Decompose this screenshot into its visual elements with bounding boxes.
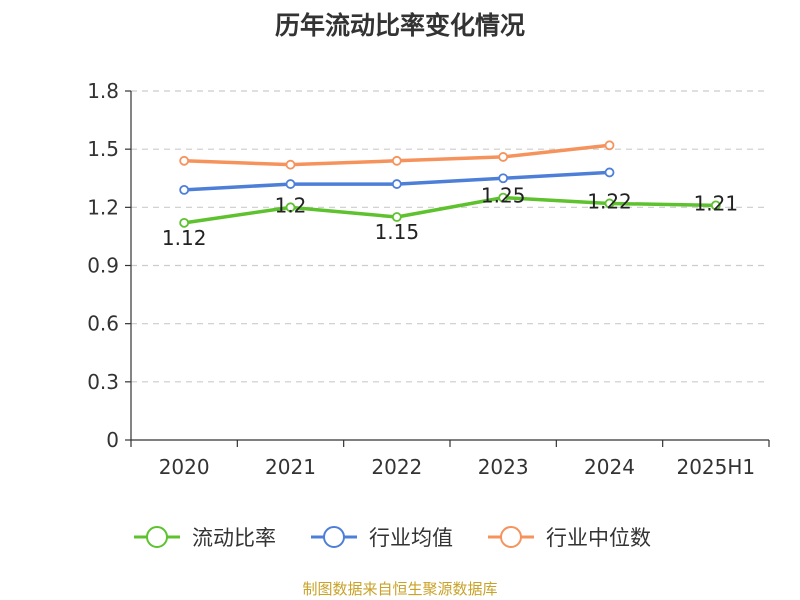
data-point [391, 155, 402, 166]
data-point [710, 200, 721, 211]
y-tick-label: 1.2 [87, 195, 119, 219]
x-tick-label: 2021 [265, 455, 316, 479]
data-label: 1.21 [694, 191, 739, 215]
data-point [285, 159, 296, 170]
y-tick-label: 1.8 [87, 79, 119, 103]
legend: 流动比率 行业均值 行业中位数 [134, 526, 651, 550]
data-label: 1.15 [375, 220, 420, 244]
source-note: 制图数据来自恒生聚源数据库 [302, 580, 498, 598]
data-point [498, 152, 509, 162]
data-point [179, 217, 190, 228]
x-tick-label: 2025H1 [676, 455, 755, 479]
legend-item: 行业均值 [311, 526, 453, 550]
data-labels: 1.12 1.2 1.15 1.25 1.22 1.21 [162, 184, 738, 250]
data-point [498, 192, 509, 203]
chart-title: 历年流动比率变化情况 [274, 11, 525, 40]
data-label: 1.2 [275, 193, 307, 217]
y-tick-label: 0.3 [87, 370, 119, 394]
x-tick-label: 2022 [371, 455, 422, 479]
data-point [604, 167, 615, 178]
data-point [285, 202, 296, 213]
legend-label: 行业中位数 [546, 526, 651, 550]
data-point [391, 212, 402, 222]
data-label: 1.22 [587, 189, 632, 213]
data-label: 1.25 [481, 184, 526, 208]
legend-marker-icon [323, 526, 345, 548]
x-tick-label: 2023 [478, 455, 529, 479]
series-line [182, 195, 718, 225]
legend-label: 行业均值 [369, 526, 453, 550]
x-tick-label: 2024 [584, 455, 635, 479]
legend-marker-icon [500, 526, 522, 548]
legend-item: 行业中位数 [488, 526, 651, 550]
legend-label: 流动比率 [192, 526, 276, 550]
y-tick-label: 0.9 [87, 254, 119, 278]
data-point [285, 179, 296, 189]
y-tick-label: 1.5 [87, 137, 119, 161]
data-point [604, 198, 615, 209]
data-point [179, 155, 190, 166]
series-lines [179, 140, 721, 228]
data-label: 1.12 [162, 226, 207, 250]
data-point [604, 140, 615, 151]
axes: 0 0.3 0.6 0.9 1.2 1.5 1.8 2020 2021 2022 2023 2024 2… [87, 79, 770, 479]
data-point [391, 179, 402, 189]
y-tick-label: 0.6 [87, 312, 119, 336]
data-point [498, 173, 509, 184]
data-point [179, 184, 190, 195]
legend-marker-icon [146, 526, 168, 548]
legend-item: 流动比率 [134, 526, 276, 550]
x-tick-label: 2020 [159, 455, 210, 479]
y-tick-label: 0 [106, 428, 119, 452]
grid-lines [131, 90, 769, 383]
